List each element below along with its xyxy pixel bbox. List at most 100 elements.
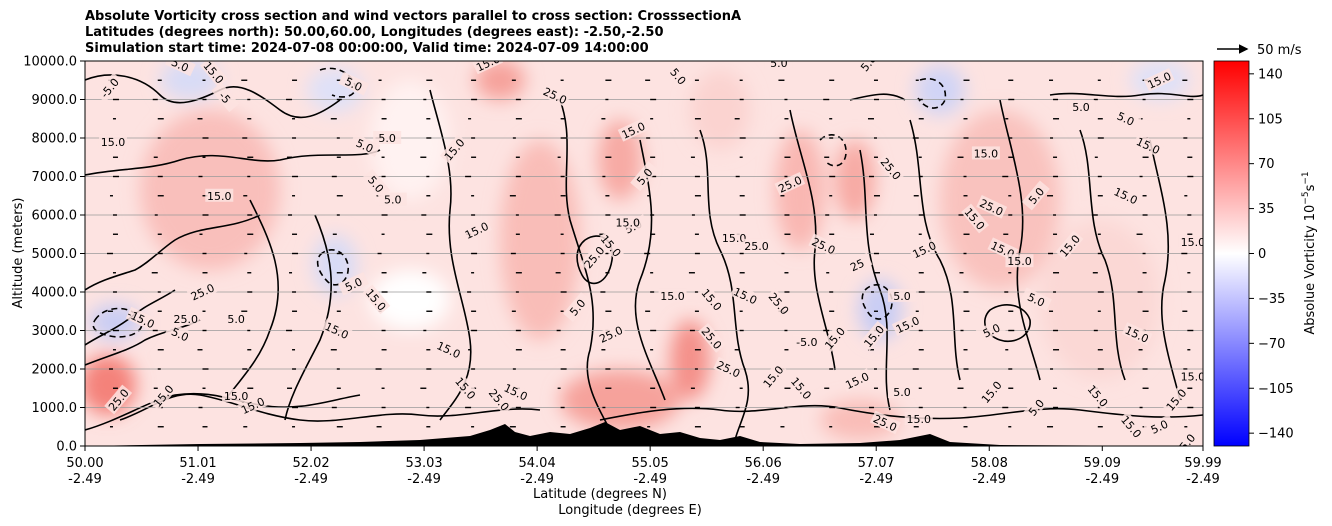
- y-axis: 0.0 1000.0 2000.0 3000.0 4000.0 5000.0 6000.0 7…: [23, 55, 85, 455]
- contour-label-background: [977, 376, 1006, 407]
- x-tick-label: 59.09: [1084, 456, 1121, 471]
- contour-label-background: [713, 356, 745, 381]
- contour-label-background: [1178, 234, 1203, 248]
- contour-label-background: [976, 195, 1008, 219]
- contour-label: 25.0: [173, 313, 198, 326]
- contour-label: 5.0: [378, 132, 396, 145]
- x-tick-label-secondary: -2.49: [181, 472, 215, 487]
- x-tick-label-secondary: -2.49: [1186, 472, 1220, 487]
- contour-label-background: [1172, 426, 1201, 446]
- contour-label-background: [125, 306, 157, 331]
- contour-label-background: [1110, 106, 1142, 131]
- contour-label-background: [613, 215, 642, 229]
- contour-label-background: [887, 288, 916, 302]
- colorbar-tick-label: 35: [1258, 202, 1275, 217]
- contour-label-background: [1143, 414, 1175, 439]
- contour-label: 15.0: [1007, 255, 1032, 268]
- x-axis-secondary-label: Longitude (degrees E): [558, 503, 702, 518]
- y-tick-label: 4000.0: [32, 286, 78, 301]
- contour-label-background: [1005, 254, 1034, 268]
- x-axis: 50.00-2.4951.01-2.4952.02-2.4953.03-2.49…: [66, 446, 1222, 487]
- contour-label: 5.0: [893, 290, 911, 303]
- y-tick-label: 5000.0: [32, 247, 78, 262]
- x-tick-label: 54.04: [519, 456, 556, 471]
- x-tick-label: 53.03: [405, 456, 442, 471]
- contour-label-background: [765, 288, 794, 319]
- contour-label-background: [698, 322, 727, 353]
- y-tick-label: 7000.0: [32, 170, 78, 185]
- contour-label-background: [595, 322, 627, 346]
- colorbar-tick-label: 105: [1258, 112, 1283, 127]
- contour-label-background: [658, 288, 687, 302]
- colorbar-tick-label: 0: [1258, 247, 1266, 262]
- x-tick-label: 52.02: [292, 456, 329, 471]
- y-tick-label: 10000.0: [23, 55, 77, 70]
- contour-label: 15.0: [224, 390, 249, 403]
- contour-label-background: [808, 233, 840, 258]
- chart-title-line-3: Simulation start time: 2024-07-08 00:00:…: [85, 41, 649, 56]
- contour-label: 5.0: [893, 386, 911, 399]
- contour-label-background: [164, 322, 196, 346]
- y-tick-label: 1000.0: [32, 401, 78, 416]
- x-tick-label: 50.00: [66, 456, 103, 471]
- contour-label-background: [1021, 392, 1050, 423]
- terrain-profile: [85, 422, 1203, 446]
- x-tick-label-secondary: -2.49: [859, 472, 893, 487]
- contour-label-background: [148, 380, 177, 411]
- contour-label-background: [472, 61, 504, 75]
- contour-label-background: [854, 61, 882, 78]
- contour-label-background: [485, 384, 514, 415]
- colorbar-tick-label: −35: [1258, 292, 1285, 307]
- contour-labels: -5.05.0 15.0-515.05.05.0 5.0 15.015.025.015…: [95, 61, 1206, 446]
- contour-label-background: [597, 230, 626, 261]
- contour-label: 15.0: [660, 290, 685, 303]
- contour-label: 25: [848, 257, 866, 275]
- contour-label-background: [337, 272, 369, 296]
- contour-label: 15.0: [101, 136, 126, 149]
- contour-label-background: [1110, 183, 1142, 208]
- colorbar-tick-label: −140: [1258, 427, 1294, 442]
- contour-label: 15.0: [722, 232, 747, 245]
- contour-label-background: [205, 188, 234, 202]
- x-tick-label-secondary: -2.49: [746, 472, 780, 487]
- contour-label-background: [787, 373, 816, 403]
- contour-label: 15.0: [906, 413, 931, 426]
- contour-label-background: [186, 279, 218, 304]
- vorticity-field-patches: [85, 61, 1190, 440]
- contour-label-background: [451, 373, 480, 403]
- plot-area: -5.05.0 15.0-515.05.05.0 5.0 15.015.025.015…: [85, 61, 1206, 446]
- contour-label-background: [1055, 230, 1084, 261]
- contour-label-background: [774, 171, 806, 196]
- x-axis-label: Latitude (degrees N): [533, 487, 667, 502]
- contour-label-background: [1021, 180, 1050, 211]
- colorbar-tick-label: 140: [1258, 67, 1283, 82]
- colorbar-gradient: [1214, 61, 1249, 446]
- x-tick-label: 51.01: [179, 456, 216, 471]
- contour-label: 15.0: [974, 147, 999, 160]
- x-tick-label-secondary: -2.49: [407, 472, 441, 487]
- contour-label: 15.0: [1181, 371, 1206, 384]
- contour-label-background: [349, 133, 381, 158]
- contour-label-background: [237, 393, 269, 417]
- colorbar-label-main: Absolue Vorticity 10: [1303, 205, 1318, 335]
- contour-label-background: [617, 118, 649, 142]
- chart-title-line-2: Latitudes (degrees north): 50.00,60.00, …: [85, 25, 664, 40]
- contour-label-background: [730, 283, 761, 308]
- contour-label-background: [1143, 67, 1175, 92]
- contour-label-background: [362, 284, 391, 315]
- x-tick-label: 56.06: [745, 456, 782, 471]
- contour-label-background: [971, 146, 1000, 160]
- colorbar: 140 105 70 35 0 −35 −70 −105 −140 Absolue Vortic…: [1213, 60, 1318, 447]
- x-tick-label-secondary: -2.49: [68, 472, 102, 487]
- contour-label: 15.0: [207, 190, 232, 203]
- colorbar-tick-label: 70: [1258, 157, 1275, 172]
- chart-title-line-1: Absolute Vorticity cross section and win…: [85, 9, 742, 24]
- x-tick-label: 59.99: [1184, 456, 1221, 471]
- horizontal-gridlines: [85, 99, 1203, 408]
- contour-label-background: [378, 192, 407, 206]
- contour-label-background: [664, 61, 693, 91]
- wind-vectors: [106, 79, 1194, 428]
- contour-label-background: [171, 311, 200, 325]
